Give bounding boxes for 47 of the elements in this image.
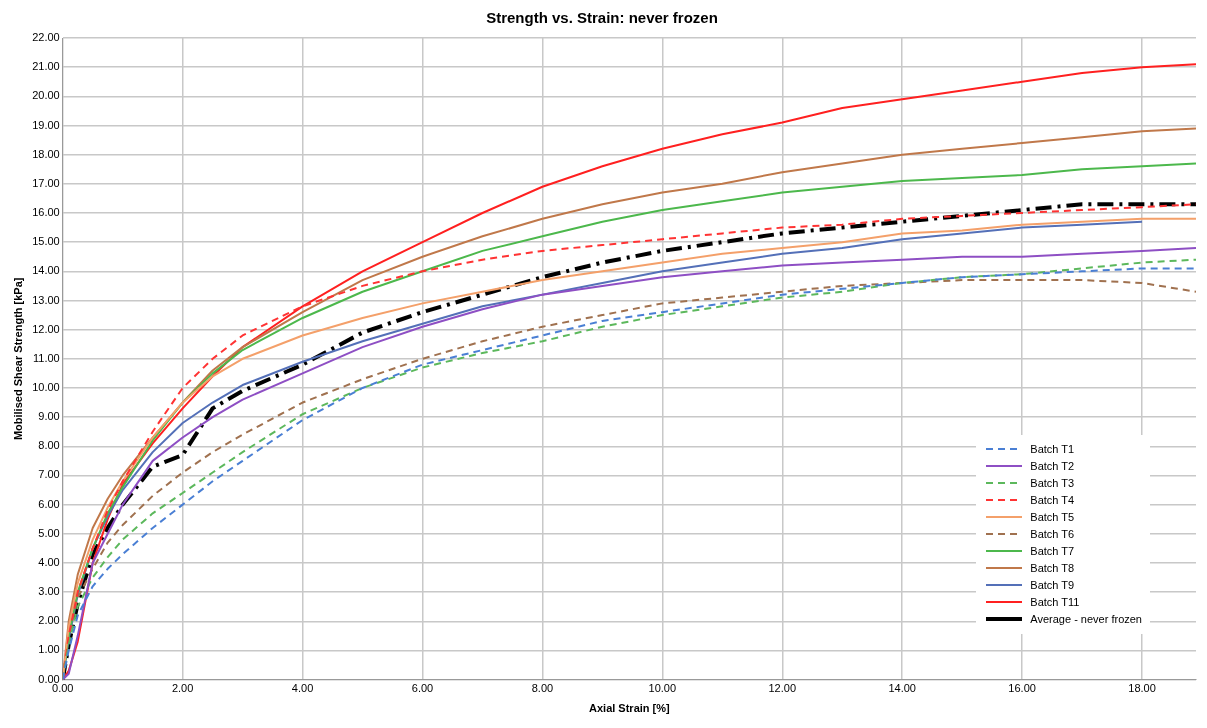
y-tick-label: 3.00 bbox=[38, 585, 60, 598]
x-axis-title: Axial Strain [%] bbox=[589, 702, 671, 715]
y-tick-label: 21.00 bbox=[32, 60, 60, 73]
y-tick-label: 7.00 bbox=[38, 468, 60, 481]
x-tick-label: 16.00 bbox=[1008, 682, 1036, 695]
x-tick-label: 12.00 bbox=[768, 682, 797, 695]
y-tick-label: 14.00 bbox=[32, 264, 60, 277]
legend-label: Batch T7 bbox=[1030, 543, 1075, 559]
y-tick-label: 17.00 bbox=[32, 176, 60, 189]
y-tick-label: 12.00 bbox=[32, 322, 60, 335]
y-tick-label: 5.00 bbox=[38, 526, 60, 539]
x-tick-label: 2.00 bbox=[171, 682, 194, 695]
x-tick-label: 14.00 bbox=[888, 682, 916, 695]
y-tick-label: 16.00 bbox=[32, 206, 60, 219]
y-tick-label: 13.00 bbox=[32, 293, 60, 306]
legend-label: Batch T5 bbox=[1030, 509, 1075, 525]
x-tick-label: 8.00 bbox=[531, 682, 554, 695]
legend-label: Batch T8 bbox=[1030, 560, 1075, 576]
x-tick-label: 10.00 bbox=[648, 682, 677, 695]
x-tick-label: 6.00 bbox=[411, 682, 434, 695]
y-tick-label: 0.00 bbox=[38, 672, 60, 685]
y-tick-label: 4.00 bbox=[38, 555, 60, 568]
x-tick-label: 0.00 bbox=[52, 682, 74, 695]
y-tick-label: 1.00 bbox=[38, 643, 60, 656]
legend-label: Batch T6 bbox=[1030, 526, 1075, 542]
legend-label: Batch T11 bbox=[1030, 594, 1080, 610]
x-tick-label: 18.00 bbox=[1128, 682, 1156, 695]
y-tick-label: 18.00 bbox=[32, 147, 60, 160]
chart-title: Strength vs. Strain: never frozen bbox=[486, 9, 718, 27]
y-tick-label: 6.00 bbox=[38, 497, 60, 510]
y-tick-label: 20.00 bbox=[32, 89, 60, 102]
y-tick-label: 9.00 bbox=[38, 410, 60, 423]
y-tick-label: 11.00 bbox=[33, 351, 60, 364]
legend-label: Batch T9 bbox=[1030, 577, 1075, 593]
legend-label: Average - never frozen bbox=[1030, 611, 1142, 627]
legend-label: Batch T4 bbox=[1030, 492, 1075, 508]
legend-label: Batch T3 bbox=[1030, 475, 1075, 491]
legend-label: Batch T1 bbox=[1030, 441, 1075, 457]
y-tick-label: 8.00 bbox=[38, 439, 60, 452]
y-axis-title: Mobilised Shear Strength [kPa] bbox=[11, 277, 24, 441]
y-tick-label: 10.00 bbox=[32, 380, 60, 393]
y-tick-label: 19.00 bbox=[32, 118, 60, 131]
y-tick-label: 22.00 bbox=[32, 31, 60, 44]
y-tick-label: 2.00 bbox=[38, 614, 60, 627]
legend-label: Batch T2 bbox=[1030, 458, 1075, 474]
x-tick-label: 4.00 bbox=[291, 682, 314, 695]
y-tick-label: 15.00 bbox=[32, 235, 60, 248]
